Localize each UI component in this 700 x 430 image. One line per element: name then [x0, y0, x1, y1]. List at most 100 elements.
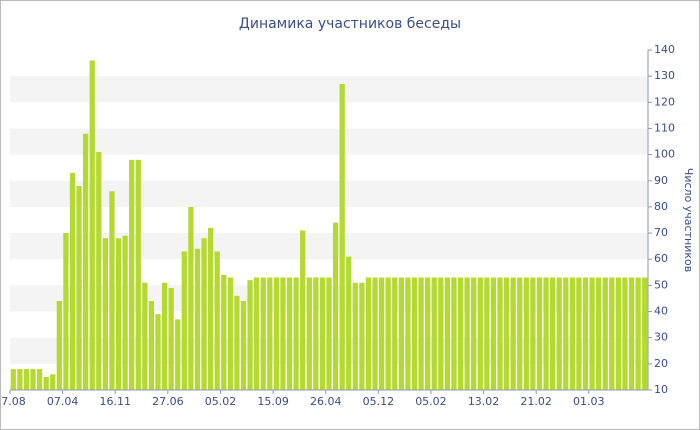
bar	[181, 251, 187, 390]
x-tick-label: 13.02	[468, 395, 500, 408]
bar	[161, 282, 168, 390]
y-tick-label: 130	[654, 69, 675, 82]
bar	[365, 277, 372, 390]
bar	[201, 238, 207, 390]
bar	[569, 277, 575, 390]
bar	[240, 301, 247, 390]
grid-band	[10, 180, 648, 207]
bar	[76, 186, 82, 390]
bar	[188, 206, 194, 390]
bar	[576, 277, 582, 390]
bar	[260, 277, 266, 390]
bar	[286, 277, 293, 390]
bar	[352, 282, 358, 390]
bar	[129, 159, 135, 390]
bar	[10, 369, 16, 390]
y-tick-label: 60	[654, 252, 668, 265]
bar	[339, 84, 345, 390]
bar	[615, 277, 622, 390]
bar	[635, 277, 641, 390]
bar	[556, 277, 562, 390]
x-tick-label: 01.03	[573, 395, 605, 408]
bar	[293, 277, 299, 390]
bar	[300, 230, 306, 390]
bar	[438, 277, 444, 390]
bar	[69, 172, 76, 390]
x-tick-label: 21.02	[520, 395, 552, 408]
bar	[346, 256, 352, 390]
x-tick-label: 05.02	[415, 395, 447, 408]
bar	[254, 277, 260, 390]
bar	[122, 235, 128, 390]
bar	[63, 233, 69, 390]
bar	[490, 277, 497, 390]
y-tick-label: 90	[654, 174, 668, 187]
bar	[451, 277, 457, 390]
bar	[471, 277, 477, 390]
x-tick-label: 27.06	[152, 395, 184, 408]
y-tick-label: 70	[654, 226, 668, 239]
bar	[109, 191, 115, 390]
bar	[510, 277, 516, 390]
bar	[319, 277, 326, 390]
bar	[56, 301, 62, 390]
bar	[418, 277, 424, 390]
bar	[628, 277, 635, 390]
x-tick-label: 05.12	[363, 395, 395, 408]
grid-band	[10, 128, 648, 155]
bar	[385, 277, 391, 390]
bar	[23, 369, 30, 390]
y-tick-label: 50	[654, 278, 668, 291]
bar	[148, 301, 155, 390]
bar	[378, 277, 385, 390]
bar	[405, 277, 411, 390]
y-tick-label: 30	[654, 331, 668, 344]
bar	[431, 277, 437, 390]
bar	[267, 277, 273, 390]
bar	[497, 277, 503, 390]
bar	[194, 248, 201, 390]
bar	[306, 277, 312, 390]
bar	[425, 277, 431, 390]
y-tick-label: 120	[654, 95, 675, 108]
bar	[89, 60, 95, 390]
bar	[372, 277, 378, 390]
y-axis-label: Число участников	[682, 168, 695, 272]
bar	[280, 277, 286, 390]
x-tick-label: 15.09	[257, 395, 289, 408]
chart-title: Динамика участников беседы	[239, 16, 461, 32]
bar	[549, 277, 556, 390]
bar	[596, 277, 602, 390]
bar	[411, 277, 418, 390]
bar	[464, 277, 470, 390]
bar	[43, 376, 49, 390]
bar	[536, 277, 543, 390]
bar	[609, 277, 615, 390]
bar	[484, 277, 490, 390]
bar	[247, 280, 253, 390]
y-tick-label: 10	[654, 383, 668, 396]
bar	[517, 277, 523, 390]
bar	[582, 277, 589, 390]
bar	[83, 133, 89, 390]
bar	[398, 277, 404, 390]
bar	[503, 277, 510, 390]
bar	[115, 238, 122, 390]
bar	[221, 274, 227, 390]
bar	[17, 369, 23, 390]
bar	[444, 277, 451, 390]
bar	[359, 282, 365, 390]
x-tick-label: 16.11	[99, 395, 131, 408]
bar	[135, 159, 141, 390]
bar	[102, 238, 109, 390]
bar	[175, 319, 181, 390]
bar	[642, 277, 648, 390]
grid-band	[10, 76, 648, 103]
bar	[30, 369, 36, 390]
x-tick-label: 26.04	[310, 395, 342, 408]
y-tick-label: 40	[654, 305, 668, 318]
bar	[96, 152, 102, 390]
y-tick-label: 110	[654, 121, 675, 134]
bar	[477, 277, 483, 390]
